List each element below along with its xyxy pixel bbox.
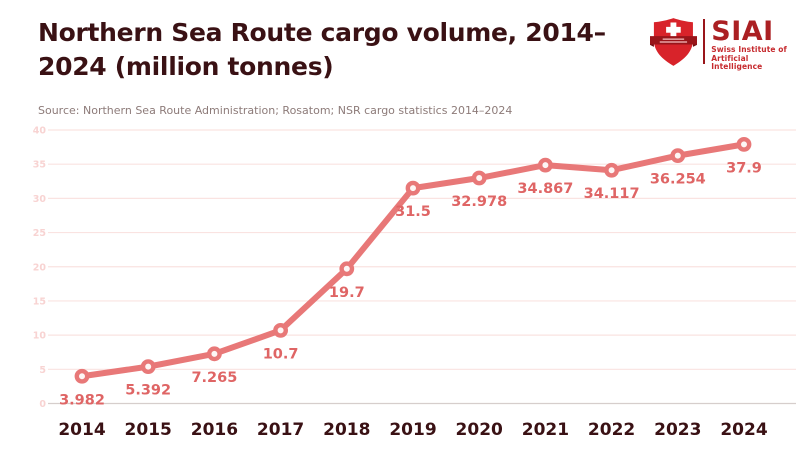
data-point-2024 [736,136,752,152]
x-axis-label-2016: 2016 [191,420,238,440]
x-axis-label-2017: 2017 [257,420,304,440]
data-label-2014: 3.982 [59,392,105,408]
series-line [79,141,747,380]
page-title-line2: 2024 (million tonnes) [38,52,334,81]
page-title-line1: Northern Sea Route cargo volume, 2014– [38,18,606,47]
x-axis-label-2023: 2023 [654,420,701,440]
data-point-2016 [206,346,222,362]
data-point-2019 [405,180,421,196]
data-label-2024: 37.9 [726,160,762,176]
y-axis-label-40: 40 [33,126,47,137]
y-axis-label-35: 35 [33,160,46,171]
x-axis-label-2021: 2021 [522,420,569,440]
y-axis-label-20: 20 [33,262,47,273]
logo-ribbon-fold [692,44,697,47]
logo-text-block: SIAI Swiss Institute of Artificial Intel… [711,16,800,72]
x-axis-label-2019: 2019 [389,420,436,440]
data-label-2019: 31.5 [395,204,431,220]
y-axis-label-15: 15 [33,296,46,307]
source-note: Source: Northern Sea Route Administratio… [38,104,513,117]
data-label-2018: 19.7 [329,285,365,301]
x-axis-label-2015: 2015 [125,420,172,440]
logo-divider [702,19,706,64]
x-axis-label-2024: 2024 [720,420,767,440]
data-point-2017 [273,322,288,338]
data-label-2020: 32.978 [451,194,507,210]
data-point-2022 [604,162,619,178]
data-label-2015: 5.392 [125,383,171,399]
data-point-2021 [538,157,553,173]
shield-icon [650,18,697,66]
data-label-2016: 7.265 [191,370,237,386]
y-axis-label-5: 5 [39,365,46,376]
x-axis-label-2020: 2020 [456,420,503,440]
x-axis-label-2018: 2018 [323,420,370,440]
data-point-2018 [339,261,355,277]
data-label-2021: 34.867 [517,181,573,197]
y-axis-label-0: 0 [39,399,46,410]
x-axis-label-2022: 2022 [588,420,635,440]
y-axis-label-25: 25 [33,228,46,239]
y-axis-label-10: 10 [33,331,47,342]
data-label-2017: 10.7 [263,346,299,362]
logo-acronym: SIAI [711,16,774,47]
data-point-2023 [670,148,686,164]
data-point-2014 [74,368,90,384]
data-point-2015 [140,359,156,375]
cross-icon [666,26,681,33]
y-axis-label-30: 30 [33,194,47,205]
logo-subtitle-line2: Artificial Intelligence [711,53,763,71]
x-axis-label-2014: 2014 [58,420,105,440]
logo-ribbon-text [659,41,688,43]
logo-ribbon-text [662,38,685,40]
logo-ribbon-fold [650,44,654,47]
logo-subtitle-line1: Swiss Institute of [711,45,787,54]
data-label-2023: 36.254 [650,172,706,188]
data-label-2022: 34.117 [584,186,640,202]
siai-logo: SIAI Swiss Institute of Artificial Intel… [650,16,800,72]
data-point-2020 [471,170,487,186]
page-title: Northern Sea Route cargo volume, 2014– 2… [38,16,678,84]
